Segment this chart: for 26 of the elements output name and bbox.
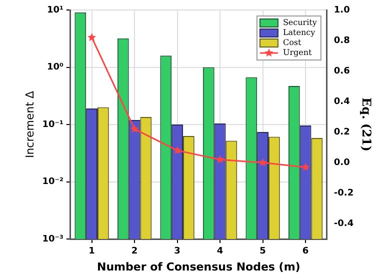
x-tick-label: 5	[260, 246, 266, 257]
y-tick-label: 10¹	[46, 5, 64, 16]
legend-label: Urgent	[282, 48, 313, 58]
x-tick-label: 6	[302, 246, 309, 257]
y2-tick-label: 0.2	[334, 127, 350, 138]
y-axis-title: Increment Δ	[23, 90, 36, 158]
x-tick-label: 4	[216, 246, 224, 257]
y2-tick-label: -0.4	[334, 219, 354, 230]
x-tick-label: 2	[131, 246, 138, 257]
y2-tick-label: 0.4	[334, 96, 350, 107]
y2-tick-label: 1.0	[334, 5, 350, 16]
x-tick-label: 3	[174, 246, 180, 257]
y2-tick-label: 0.6	[334, 66, 350, 76]
y2-tick-label: 0.0	[334, 158, 350, 168]
legend-label: Latency	[282, 28, 316, 38]
y-tick-label: 10⁰	[46, 62, 64, 73]
y2-tick-label: 0.8	[334, 36, 350, 46]
y-tick-label: 10⁻²	[42, 177, 64, 188]
x-tick-label: 1	[88, 246, 95, 257]
legend-label: Security	[282, 18, 318, 28]
y-tick-label: 10⁻³	[42, 234, 64, 244]
y2-axis-title: Eq. (21)	[360, 98, 374, 152]
x-axis-title: Number of Consensus Nodes (m)	[97, 260, 300, 274]
y2-tick-label: -0.2	[334, 188, 354, 199]
y-tick-label: 10⁻¹	[42, 120, 64, 130]
legend-label: Cost	[282, 38, 302, 48]
